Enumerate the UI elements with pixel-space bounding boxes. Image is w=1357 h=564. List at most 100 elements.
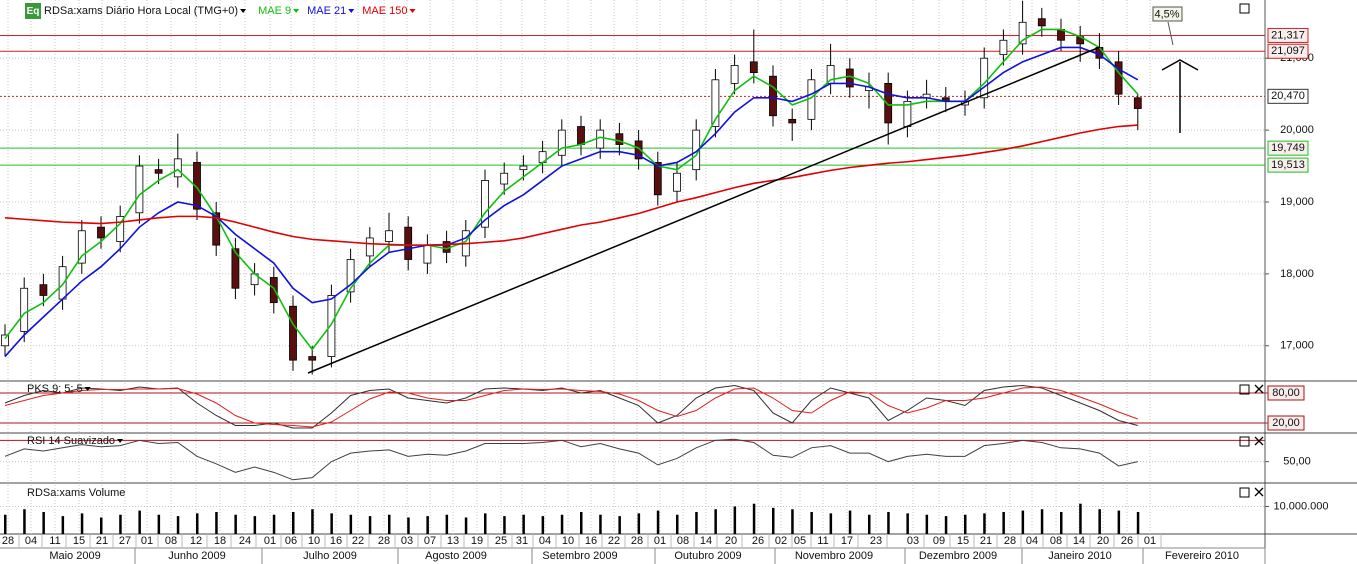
candle-body xyxy=(346,259,355,293)
indicator-line xyxy=(4,386,1138,428)
candle-body xyxy=(1037,18,1046,27)
volume-bar xyxy=(1136,511,1140,534)
volume-bar xyxy=(752,503,756,534)
y-tick-label: 18,000 xyxy=(1280,268,1314,280)
candle-body xyxy=(385,230,393,242)
dropdown-arrow[interactable] xyxy=(293,9,300,13)
dropdown-arrow[interactable] xyxy=(240,9,247,13)
x-tick-label: 21 xyxy=(96,535,108,547)
maximize-button[interactable] xyxy=(1239,3,1250,14)
candle-body xyxy=(730,65,739,84)
legend-entry[interactable]: MAE 9 xyxy=(258,5,291,17)
x-tick-label: 22 xyxy=(608,535,620,547)
volume-bar xyxy=(157,514,161,534)
volume-bar xyxy=(445,514,449,534)
x-tick-label: 20 xyxy=(1097,535,1109,547)
x-tick-label: 26 xyxy=(1121,535,1133,547)
x-tick-label: 01 xyxy=(654,535,666,547)
volume-bar xyxy=(272,514,276,534)
x-tick-label: 04 xyxy=(539,535,551,547)
volume-bar xyxy=(637,513,641,534)
maximize-button[interactable] xyxy=(1239,436,1250,447)
volume-bar xyxy=(4,514,7,534)
x-tick-label: 23 xyxy=(870,535,882,547)
volume-bar xyxy=(925,514,929,534)
volume-bar xyxy=(848,510,852,534)
annotation-box[interactable] xyxy=(1152,6,1183,22)
volume-bar xyxy=(1079,503,1082,534)
trend-line[interactable] xyxy=(307,46,1101,374)
x-tick-label: 03 xyxy=(907,535,919,547)
legend-entry[interactable]: MAE 150 xyxy=(362,5,407,17)
candle-body xyxy=(404,226,413,260)
candle-body xyxy=(193,162,201,210)
volume-bar xyxy=(944,516,948,534)
volume-bar xyxy=(887,511,890,534)
candle-body xyxy=(788,118,797,124)
marks-layer xyxy=(1,0,1142,534)
candle-body xyxy=(481,180,489,228)
candle-body xyxy=(77,230,86,264)
volume-bar xyxy=(388,514,391,534)
x-tick-label: 04 xyxy=(1026,535,1038,547)
indicator-line xyxy=(4,46,1139,358)
candle-body xyxy=(308,356,317,361)
x-tick-label: 16 xyxy=(585,535,597,547)
candle-body xyxy=(807,79,816,120)
close-button[interactable] xyxy=(1254,384,1264,497)
volume-bar xyxy=(100,517,103,534)
panel-title: PKS 9; 5; 5 xyxy=(27,383,83,395)
volume-bar xyxy=(676,514,679,534)
x-tick-label: 18 xyxy=(214,535,226,547)
app-icon[interactable] xyxy=(25,3,41,19)
volume-bar xyxy=(253,516,257,534)
tick-label-box xyxy=(1267,385,1305,401)
level-label-box xyxy=(1267,27,1309,43)
volume-bar xyxy=(234,514,237,534)
volume-bar xyxy=(1117,510,1121,534)
x-tick-label: 28 xyxy=(631,535,643,547)
y-tick-label: 80,00 xyxy=(1272,387,1300,399)
y-tick-label: 17,000 xyxy=(1280,340,1314,352)
y-tick-label: 10.000.000 xyxy=(1273,500,1328,512)
legend-entry[interactable]: MAE 21 xyxy=(307,5,346,17)
volume-bar xyxy=(695,511,698,534)
dropdown-arrow[interactable] xyxy=(84,387,91,391)
volume-bar xyxy=(23,509,26,534)
volume-bar xyxy=(119,514,122,534)
candle-body xyxy=(1,334,9,347)
volume-bar xyxy=(61,516,65,534)
tick-label-box xyxy=(1267,415,1305,431)
indicator-line xyxy=(4,438,1138,481)
candle-body xyxy=(58,266,67,300)
x-tick-label: 08 xyxy=(677,535,689,547)
level-label: 21,317 xyxy=(1271,29,1305,41)
y-tick-label: 20,00 xyxy=(1272,417,1300,429)
x-tick-label: 01 xyxy=(1144,535,1156,547)
x-tick-label: 17 xyxy=(841,535,853,547)
x-tick-label: 08 xyxy=(1050,535,1062,547)
maximize-button[interactable] xyxy=(1239,384,1250,395)
x-tick-label: 12 xyxy=(190,535,202,547)
labels-layer: 21,317 21,097 20,470 19,749 19,513 RDSa:xams … xyxy=(2,5,1329,562)
volume-bar xyxy=(829,513,833,534)
dropdown-arrow[interactable] xyxy=(348,9,355,13)
indicator-line xyxy=(4,124,1138,246)
maximize-button[interactable] xyxy=(1239,487,1250,498)
month-label: Maio 2009 xyxy=(49,550,100,562)
month-label: Novembro 2009 xyxy=(795,550,873,562)
candle-body xyxy=(97,226,105,239)
window-buttons xyxy=(1239,3,1264,498)
volume-bar xyxy=(522,514,525,534)
x-tick-label: 09 xyxy=(933,535,945,547)
volume-bar xyxy=(1021,510,1025,534)
candle-body xyxy=(596,129,605,149)
level-label: 21,097 xyxy=(1271,45,1305,57)
volume-bar xyxy=(484,513,487,534)
annotation-label: 4,5% xyxy=(1154,8,1179,20)
dropdown-arrow[interactable] xyxy=(409,9,416,13)
x-tick-label: 10 xyxy=(308,535,320,547)
annotation-pointer xyxy=(1167,21,1174,46)
dropdown-arrow[interactable] xyxy=(117,439,124,443)
